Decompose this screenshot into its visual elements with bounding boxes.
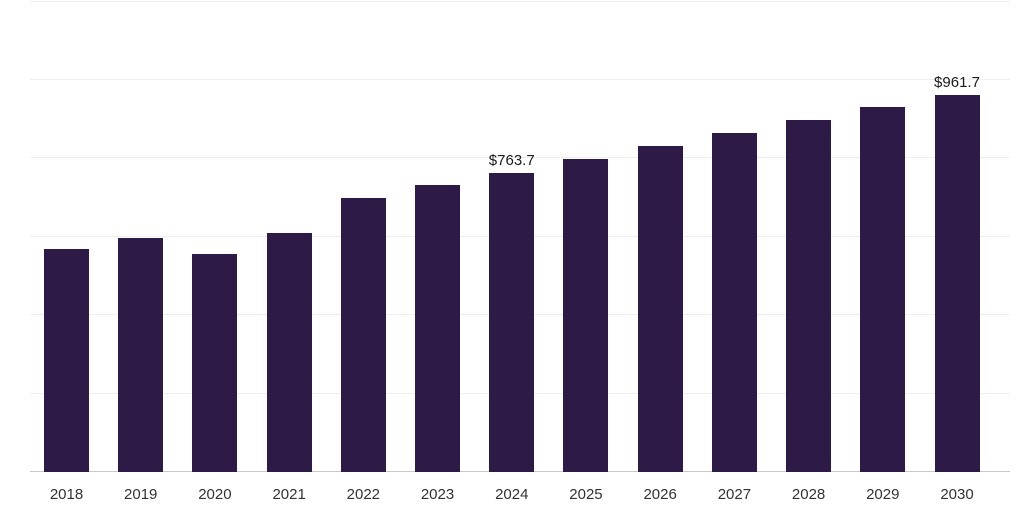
bar-2021 xyxy=(266,232,312,472)
bar-2029 xyxy=(860,107,906,472)
x-tick-label-2024: 2024 xyxy=(495,486,529,503)
x-tick-label-2025: 2025 xyxy=(569,486,603,503)
bar-2028 xyxy=(786,119,832,472)
gridline xyxy=(30,0,1010,2)
x-tick-label-2020: 2020 xyxy=(198,486,232,503)
chart-plot-area: $763.7 $961.7 xyxy=(30,0,1010,472)
x-tick-label-2023: 2023 xyxy=(420,486,455,503)
bar-2022 xyxy=(340,197,386,472)
bar-2025 xyxy=(563,159,609,472)
bar-2019 xyxy=(118,237,164,472)
x-tick-label-2029: 2029 xyxy=(866,486,900,503)
x-tick-label-2021: 2021 xyxy=(272,486,306,503)
x-axis: 2018 2019 2020 2021 2022 2023 2024 2025 2026 2027… xyxy=(30,480,1010,504)
gridline xyxy=(30,157,1010,159)
x-tick-label-2026: 2026 xyxy=(643,486,677,503)
bar-2024 xyxy=(489,172,535,472)
bar-2027 xyxy=(711,132,757,472)
x-tick-label-2019: 2019 xyxy=(124,486,158,503)
bar-2023 xyxy=(415,185,461,472)
x-tick-label-2027: 2027 xyxy=(717,486,752,503)
bar-2026 xyxy=(637,145,683,472)
bar-2018 xyxy=(44,248,89,472)
x-tick-label-2022: 2022 xyxy=(346,486,381,503)
x-tick-label-2030: 2030 xyxy=(940,486,974,503)
bar-2030 xyxy=(934,95,980,472)
gridline xyxy=(30,79,1010,80)
bar-value-label-2030: $961.7 xyxy=(934,74,980,91)
bar-value-label-2024: $763.7 xyxy=(488,151,535,169)
bar-2020 xyxy=(192,254,238,472)
x-tick-label-2028: 2028 xyxy=(791,486,826,503)
x-tick-label-2018: 2018 xyxy=(49,486,84,503)
